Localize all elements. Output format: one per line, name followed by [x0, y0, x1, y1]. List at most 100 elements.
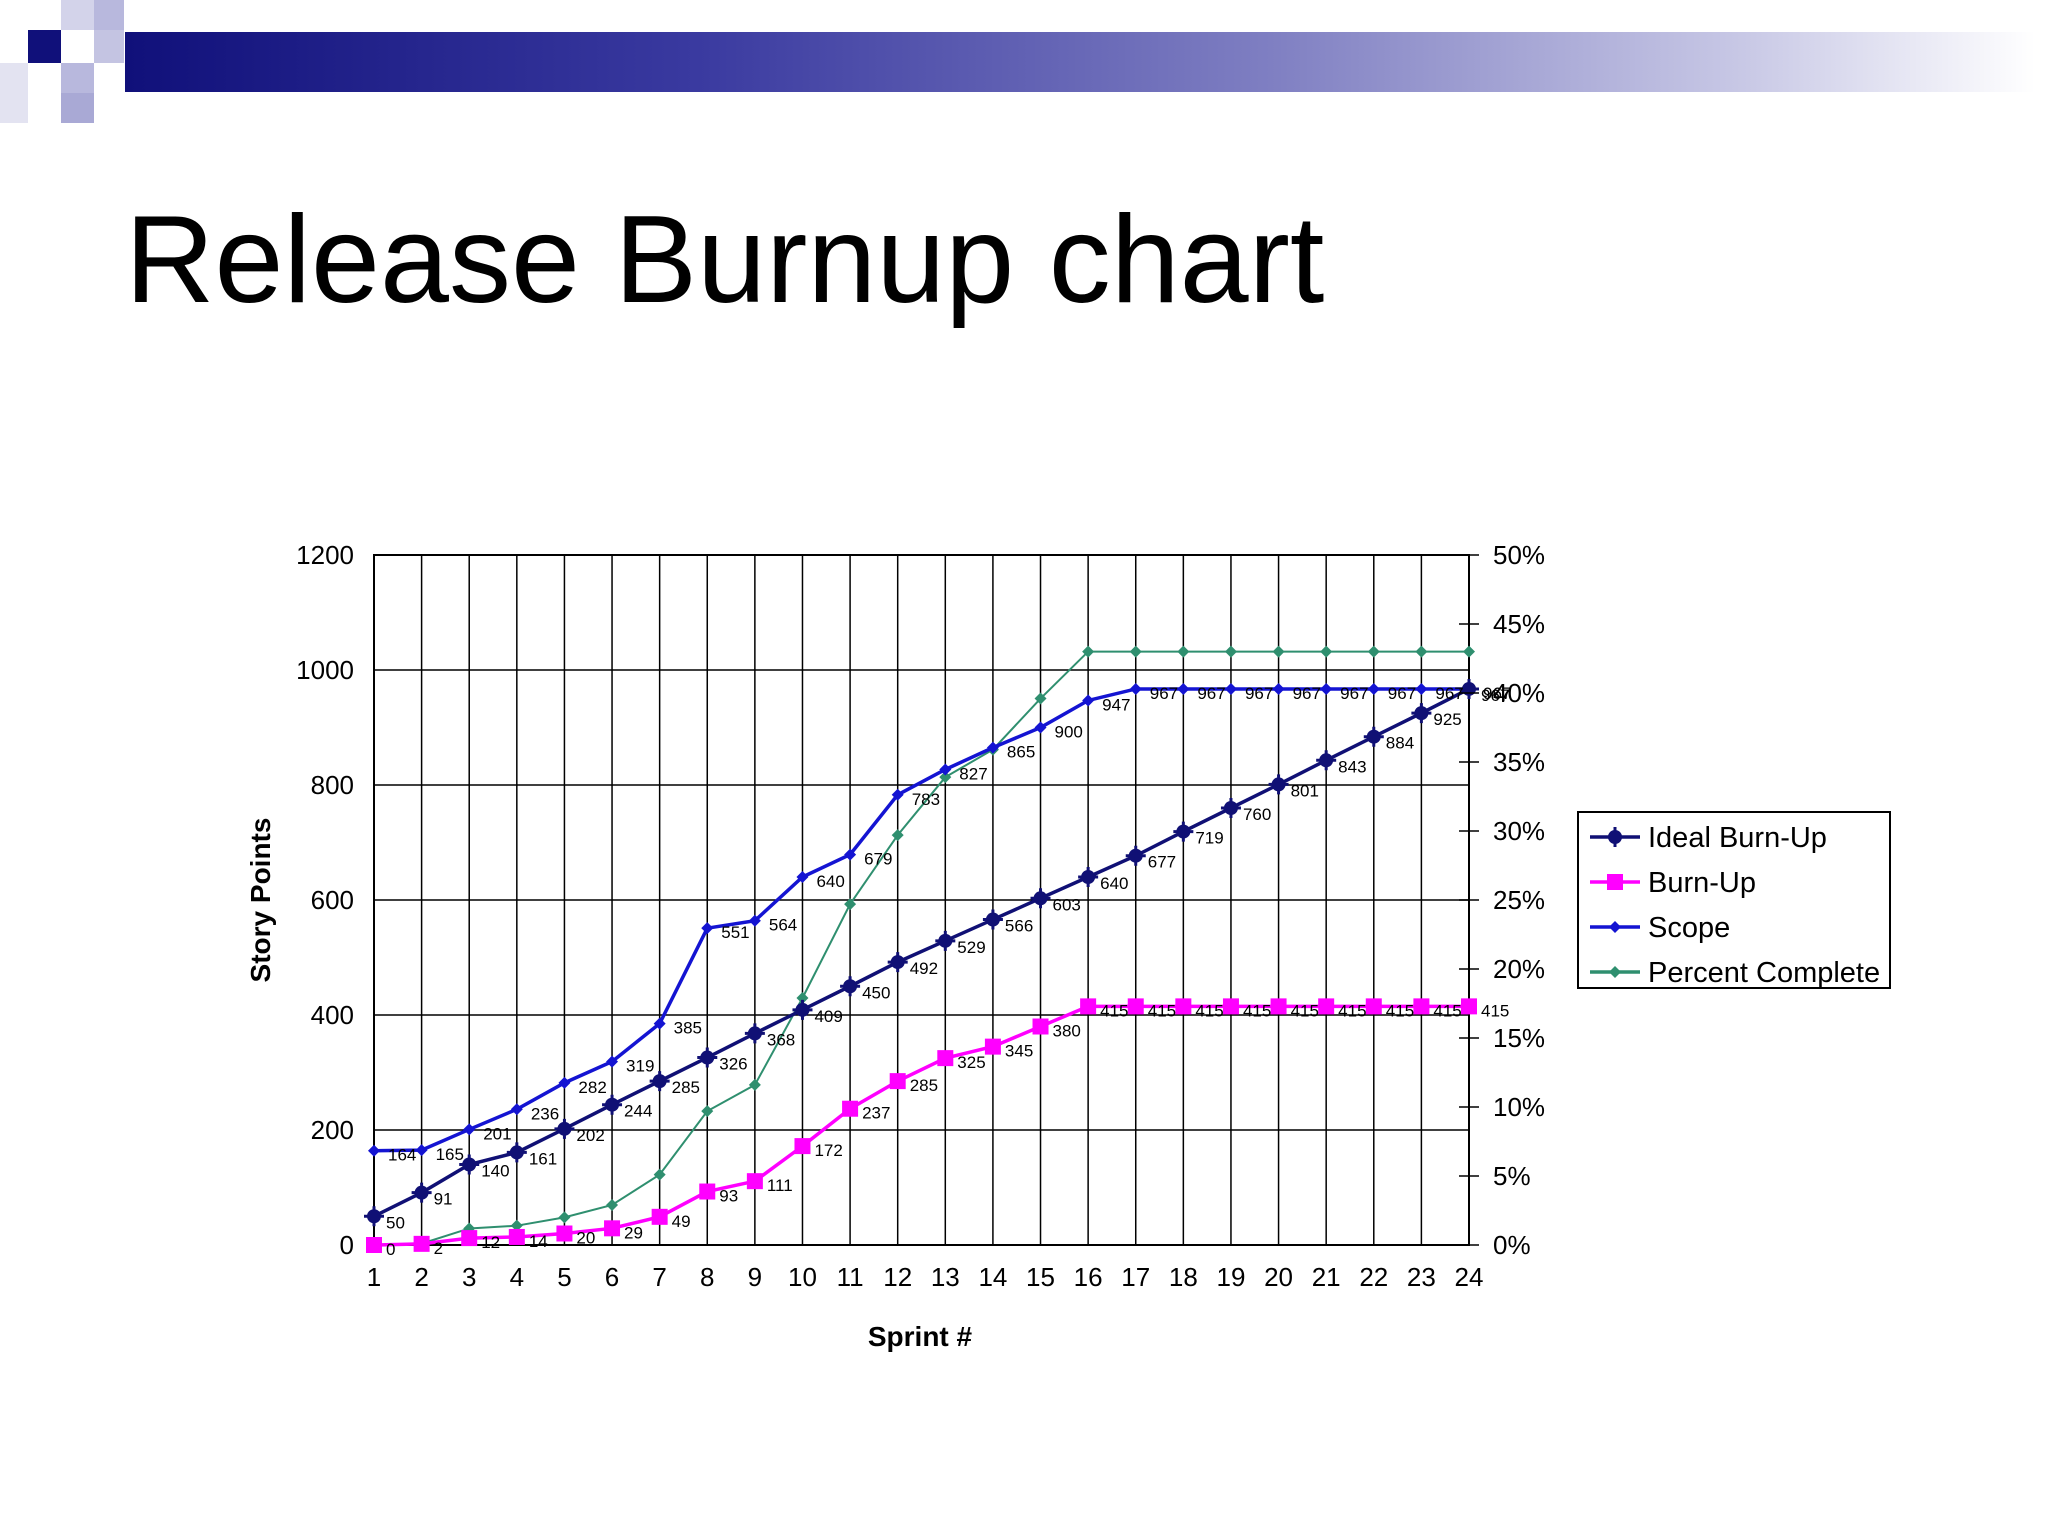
data-point-cross: [887, 952, 908, 973]
data-point: [1129, 645, 1142, 658]
x-tick-label: 18: [1169, 1262, 1198, 1292]
data-point: [1177, 682, 1190, 695]
data-point: [606, 1198, 619, 1211]
data-point: [1461, 998, 1477, 1015]
y2-tick-label: 10%: [1493, 1092, 1545, 1122]
series-ideal-burn-up: [364, 678, 1479, 1227]
x-tick-label: 13: [931, 1262, 960, 1292]
data-point: [1270, 998, 1287, 1015]
data-point: [1034, 692, 1047, 705]
data-point: [653, 1017, 666, 1030]
x-tick-label: 17: [1121, 1262, 1150, 1292]
data-point: [701, 922, 714, 935]
series-percent-complete: [368, 645, 1475, 1251]
data-label: 0: [386, 1240, 395, 1259]
data-label: 827: [959, 764, 987, 783]
data-label: 925: [1433, 710, 1461, 729]
data-point: [844, 898, 857, 911]
x-tick-label: 11: [837, 1262, 864, 1292]
data-label: 325: [957, 1053, 985, 1072]
data-label: 165: [436, 1145, 464, 1164]
axes: 1 2 3 4 5 6 7 8 9 10 11 12 13 14 15 16 17 18 19 20 21 22 23 240…: [296, 540, 1545, 1292]
data-label: 12: [481, 1233, 500, 1252]
data-label: 285: [910, 1076, 938, 1095]
banner-square-light-6: [61, 93, 94, 123]
legend-marker: [1607, 874, 1623, 890]
legend-marker: [1609, 921, 1621, 933]
data-point-cross: [1173, 821, 1194, 842]
x-tick-label: 3: [462, 1262, 476, 1292]
banner-square-light-1: [61, 0, 94, 30]
data-point-cross: [1363, 726, 1384, 747]
data-label: 415: [1433, 1001, 1461, 1020]
banner-square-light-2: [94, 0, 124, 30]
data-point: [463, 1123, 476, 1136]
data-point: [1080, 998, 1097, 1015]
data-label: 760: [1243, 805, 1271, 824]
y2-tick-label: 25%: [1493, 885, 1545, 915]
data-label: 20: [576, 1229, 595, 1248]
data-label: 947: [1102, 695, 1130, 714]
legend-label: Ideal Burn-Up: [1648, 822, 1827, 854]
y2-tick-label: 5%: [1493, 1161, 1531, 1191]
legend-entry: Percent Complete: [1590, 957, 1880, 989]
data-point: [413, 1235, 430, 1252]
title-banner-bar: [125, 32, 2035, 92]
banner-square-light-5: [0, 63, 28, 123]
y-tick-label: 800: [311, 770, 354, 800]
data-point: [1175, 998, 1192, 1015]
data-label: 91: [434, 1190, 453, 1209]
series-line: [373, 687, 1469, 1153]
x-tick-label: 16: [1074, 1262, 1103, 1292]
data-point: [746, 1173, 763, 1190]
data-point: [653, 1168, 666, 1181]
data-label: 450: [862, 983, 890, 1002]
data-label: 783: [912, 790, 940, 809]
data-point: [1224, 682, 1237, 695]
data-label: 409: [814, 1007, 842, 1026]
x-tick-label: 7: [652, 1262, 666, 1292]
y-tick-label: 200: [311, 1115, 354, 1145]
banner-square-dark: [28, 30, 61, 63]
data-point-cross: [1268, 774, 1289, 795]
x-tick-label: 21: [1312, 1262, 1341, 1292]
data-label: 415: [1243, 1001, 1271, 1020]
data-label: 967: [1483, 684, 1511, 703]
data-point: [796, 871, 809, 883]
x-tick-label: 5: [557, 1262, 571, 1292]
data-point: [1318, 998, 1335, 1015]
y2-tick-label: 35%: [1493, 747, 1545, 777]
y-tick-label: 1200: [296, 540, 354, 570]
legend-entry: Scope: [1590, 912, 1730, 944]
data-label: 677: [1148, 853, 1176, 872]
data-point-cross: [1411, 703, 1432, 724]
x-tick-label: 22: [1359, 1262, 1388, 1292]
data-point: [1367, 645, 1380, 658]
y-tick-label: 1000: [296, 655, 354, 685]
banner-square-light-3: [94, 30, 124, 63]
data-point: [1413, 998, 1430, 1015]
x-tick-label: 2: [414, 1262, 428, 1292]
data-label: 967: [1481, 686, 1509, 705]
data-point: [606, 1055, 619, 1068]
data-label: 244: [624, 1102, 652, 1121]
legend-label: Scope: [1648, 912, 1730, 944]
x-tick-label: 8: [700, 1262, 714, 1292]
data-label: 368: [767, 1030, 795, 1049]
y2-tick-label: 15%: [1493, 1023, 1545, 1053]
data-point: [558, 1211, 571, 1224]
data-point: [1272, 682, 1285, 695]
data-point-cross: [554, 1118, 575, 1139]
data-label: 29: [624, 1223, 643, 1242]
data-label: 967: [1150, 684, 1178, 703]
legend-entry: Burn-Up: [1590, 867, 1756, 899]
data-point-cross: [364, 1206, 384, 1227]
data-label: 49: [672, 1212, 691, 1231]
data-point: [1222, 998, 1239, 1015]
data-point: [1463, 645, 1475, 658]
data-label: 14: [529, 1232, 548, 1251]
series-burn-up: [366, 998, 1477, 1253]
data-point-cross: [459, 1154, 480, 1175]
series-line: [373, 650, 1469, 1246]
